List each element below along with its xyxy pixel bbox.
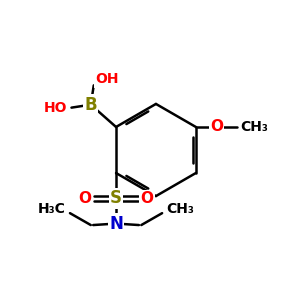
Text: HO: HO xyxy=(44,100,67,115)
Text: S: S xyxy=(110,189,122,207)
Text: H₃C: H₃C xyxy=(38,202,65,216)
Text: N: N xyxy=(109,214,123,232)
Text: O: O xyxy=(141,191,154,206)
Text: B: B xyxy=(85,96,97,114)
Text: OH: OH xyxy=(95,72,119,86)
Text: O: O xyxy=(210,119,223,134)
Text: CH₃: CH₃ xyxy=(167,202,194,216)
Text: O: O xyxy=(78,191,92,206)
Text: CH₃: CH₃ xyxy=(240,120,268,134)
